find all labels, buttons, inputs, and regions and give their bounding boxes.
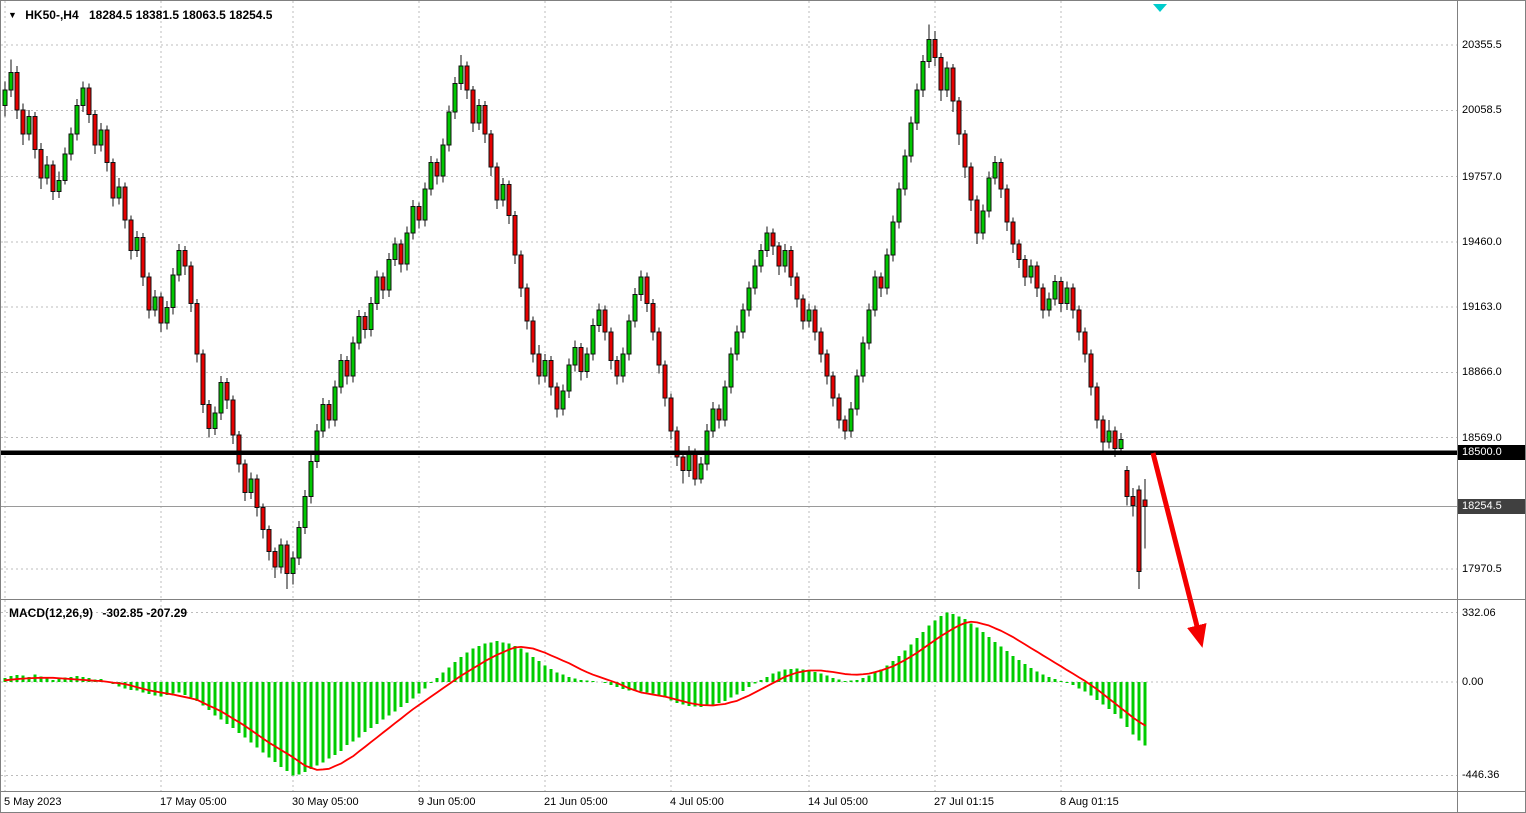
symbol-timeframe-label: HK50-,H4 [25, 8, 79, 22]
macd-histogram-layer [3, 612, 1147, 776]
macd-axis-label: 332.06 [1462, 606, 1496, 619]
price-axis-label: 18569.0 [1462, 431, 1502, 444]
macd-pane[interactable] [1, 600, 1457, 791]
down-arrow-annotation[interactable] [1139, 439, 1229, 679]
chart-title: ▼ HK50-,H4 18284.5 18381.5 18063.5 18254… [8, 8, 272, 22]
macd-signal-line [4, 620, 1146, 771]
price-axis-label: 19163.0 [1462, 301, 1502, 314]
price-axis-label: 20355.5 [1462, 39, 1502, 52]
time-axis-label: 21 Jun 05:00 [544, 796, 608, 808]
support-price-tag: 18500.0 [1458, 445, 1525, 461]
macd-name: MACD(12,26,9) [9, 606, 94, 620]
price-grid-layer [1, 1, 1457, 599]
time-axis-label: 4 Jul 05:00 [670, 796, 724, 808]
macd-axis-label: -446.36 [1462, 769, 1500, 782]
macd-axis-label: 0.00 [1462, 676, 1484, 688]
price-axis-label: 19460.0 [1462, 235, 1502, 248]
macd-axis[interactable]: 332.06 0.00 -446.36 [1457, 600, 1525, 791]
time-axis-label: 5 May 2023 [4, 796, 62, 808]
current-price-tag: 18254.5 [1458, 499, 1525, 515]
time-axis-label: 8 Aug 01:15 [1060, 796, 1119, 808]
macd-indicator-label: MACD(12,26,9) -302.85 -207.29 [9, 606, 187, 620]
price-pane[interactable] [1, 1, 1457, 599]
price-axis-label: 19757.0 [1462, 170, 1502, 183]
chart-shift-marker-icon[interactable] [1152, 3, 1168, 13]
time-axis-label: 27 Jul 01:15 [934, 796, 994, 808]
price-axis-label: 18866.0 [1462, 366, 1502, 379]
time-axis-label: 30 May 05:00 [292, 796, 359, 808]
ohlc-values: 18284.5 18381.5 18063.5 18254.5 [88, 8, 273, 22]
price-axis-separator [1457, 1, 1458, 812]
price-axis[interactable]: 20355.5 20058.5 19757.0 19460.0 19163.0 18866… [1457, 1, 1525, 599]
time-axis-separator [1, 791, 1525, 792]
macd-values: -302.85 -207.29 [102, 606, 188, 620]
time-axis-label: 17 May 05:00 [160, 796, 227, 808]
time-axis-label: 14 Jul 05:00 [808, 796, 868, 808]
candles-layer [2, 24, 1148, 590]
time-axis[interactable]: 5 May 2023 17 May 05:00 30 May 05:00 9 Jun … [1, 792, 1457, 812]
price-axis-label: 17970.5 [1462, 563, 1502, 576]
price-axis-label: 20058.5 [1462, 104, 1502, 117]
symbol-dropdown-icon[interactable]: ▼ [8, 10, 17, 20]
pane-separator[interactable] [1, 599, 1525, 600]
time-axis-label: 9 Jun 05:00 [418, 796, 476, 808]
